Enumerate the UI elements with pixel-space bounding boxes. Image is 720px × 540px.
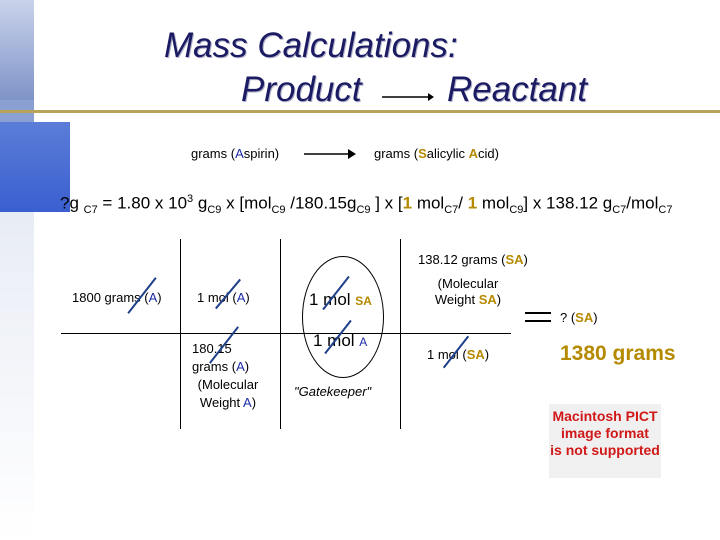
sa-mw-label: (Molecular Weight SA) [434,276,502,307]
grid-column-line [180,239,181,429]
grid-divider [61,333,511,334]
decor-block-blue [0,122,70,212]
gatekeeper-circle [302,256,384,378]
aspirin-mw-label: 180.15 grams (A) (Molecular Weight A) [192,341,259,410]
grid-column-line [280,239,281,429]
arrow-icon [304,147,356,165]
mass-equation: ?g C7 = 1.80 x 103 gC9 x [molC9 /180.15g… [60,193,673,217]
grid-column-line [400,239,401,429]
title-underline [0,110,720,113]
sa-mol-label: 1 mol SA [309,290,372,309]
slide-title-product: Product [241,70,362,109]
flow-right-label: grams (Salicylic Acid) [374,146,499,161]
result-value: 1380 grams [560,342,676,365]
arrow-icon [382,90,434,108]
decor-block-bottom [0,212,34,540]
slide-title-reactant: Reactant [447,70,588,109]
flow-left-label: grams (Aspirin) [191,146,280,161]
sa-mw-value: 138.12 grams (SA) [418,252,528,267]
decor-block-top [0,0,34,100]
given-mass-label: 1800 grams (A) [72,290,162,305]
equals-sign [525,312,551,322]
gatekeeper-label: "Gatekeeper" [294,384,372,399]
result-unit-label: ? (SA) [560,310,598,325]
slide-title-line1: Mass Calculations: [164,26,458,65]
unsupported-image-placeholder: Macintosh PICT image format is not suppo… [549,404,661,478]
